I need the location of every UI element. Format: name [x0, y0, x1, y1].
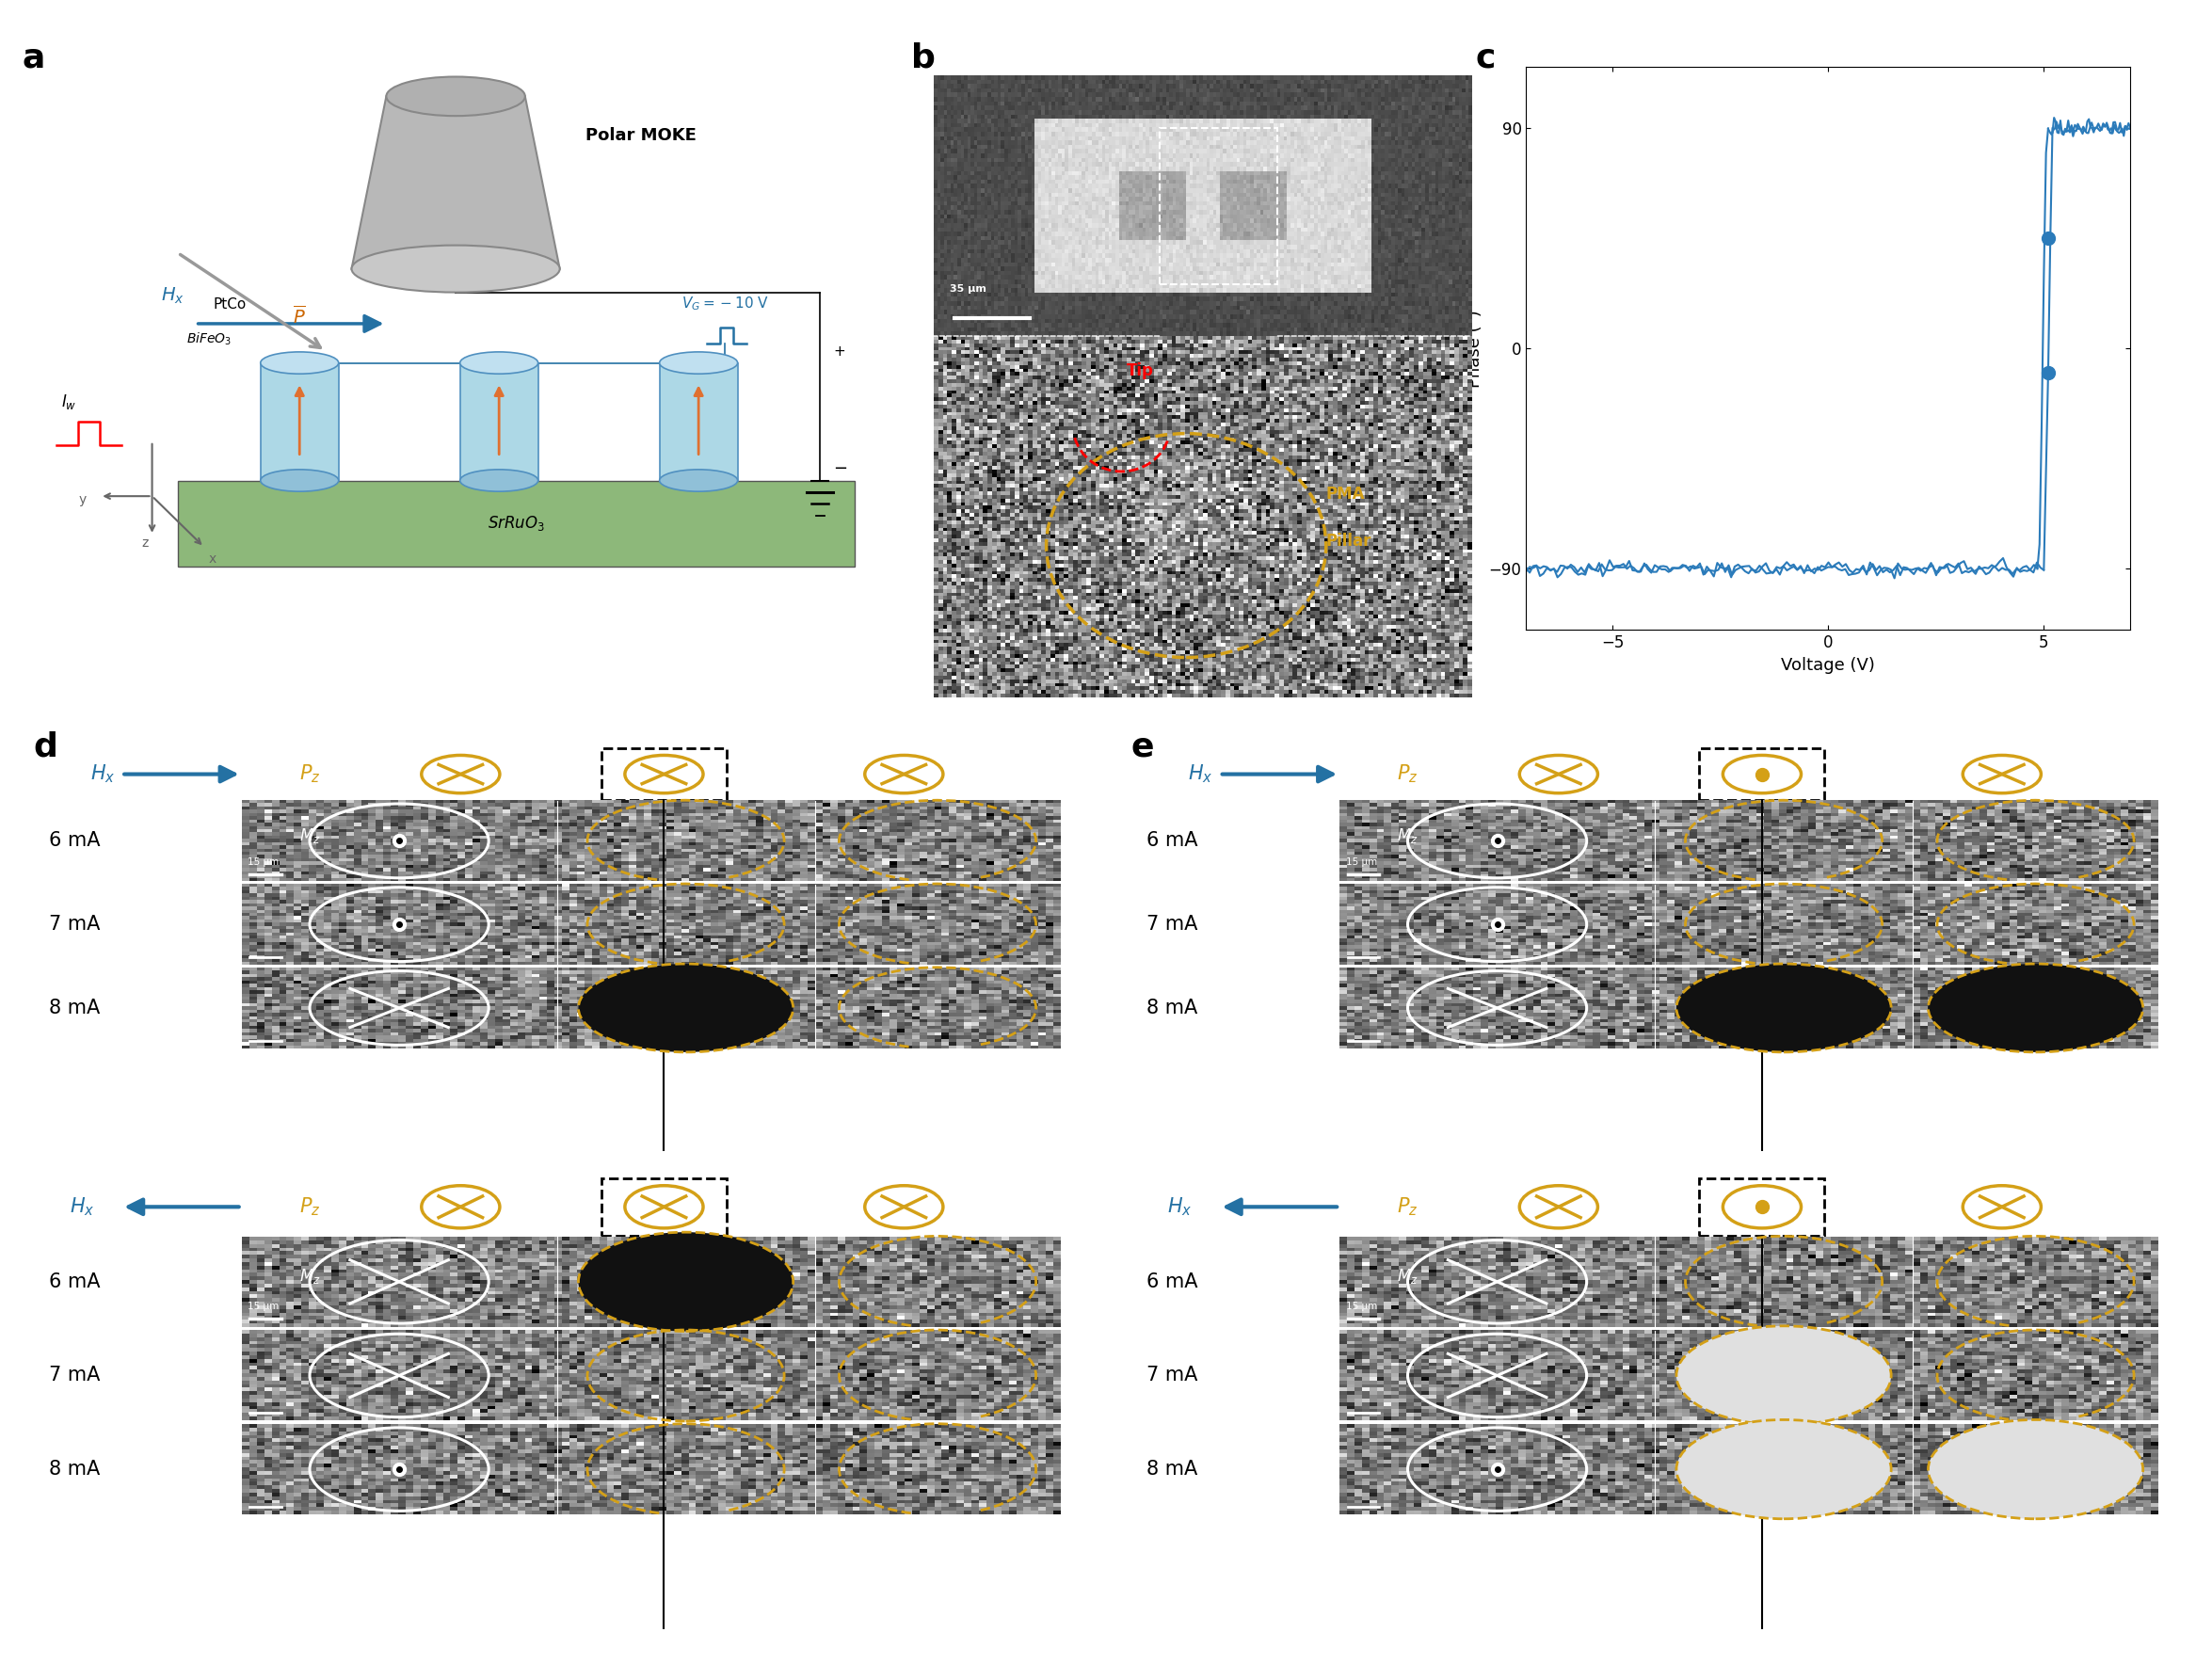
Text: $P_z$: $P_z$ [1397, 763, 1419, 785]
Text: $SrRuO_3$: $SrRuO_3$ [488, 514, 545, 533]
Text: $\overline{P}$: $\overline{P}$ [292, 304, 305, 328]
Ellipse shape [261, 351, 338, 375]
Point [2031, 360, 2066, 386]
Ellipse shape [1928, 964, 2143, 1052]
Text: $H_x$: $H_x$ [1168, 1196, 1192, 1218]
Text: 7 mA: 7 mA [48, 1366, 99, 1384]
Text: 15 μm: 15 μm [248, 858, 279, 867]
Text: d: d [33, 731, 57, 763]
Text: $H_x$: $H_x$ [160, 286, 184, 306]
Text: $BiFeO_3$: $BiFeO_3$ [187, 331, 233, 348]
Text: 8 mA: 8 mA [1146, 998, 1197, 1018]
Text: $I_w$: $I_w$ [61, 393, 77, 412]
Text: $P_z$: $P_z$ [1397, 1196, 1419, 1218]
Text: 6 mA: 6 mA [48, 1272, 99, 1292]
Text: $M_z$: $M_z$ [1397, 1267, 1419, 1285]
Text: $M_z$: $M_z$ [299, 1267, 321, 1285]
Text: x: x [209, 553, 215, 566]
Text: 7 mA: 7 mA [1146, 1366, 1197, 1384]
Ellipse shape [1676, 1326, 1891, 1425]
Ellipse shape [659, 351, 738, 375]
Ellipse shape [1928, 1420, 2143, 1519]
Ellipse shape [578, 964, 793, 1052]
Text: e: e [1131, 731, 1155, 763]
Text: $H_x$: $H_x$ [90, 763, 114, 785]
Text: Tip: Tip [1127, 363, 1155, 380]
Y-axis label: Phase (°): Phase (°) [1467, 309, 1484, 388]
Text: $P_z$: $P_z$ [299, 763, 321, 785]
Polygon shape [261, 363, 338, 480]
Text: +: + [832, 344, 845, 358]
Text: $H_x$: $H_x$ [1188, 763, 1212, 785]
Polygon shape [459, 363, 538, 480]
Text: 15 μm: 15 μm [1346, 858, 1377, 867]
Text: 8 mA: 8 mA [48, 1460, 99, 1478]
Text: 7 mA: 7 mA [48, 916, 99, 934]
Text: 8 mA: 8 mA [48, 998, 99, 1018]
Text: y: y [79, 494, 86, 507]
Ellipse shape [578, 1231, 793, 1331]
Ellipse shape [351, 245, 560, 292]
Ellipse shape [386, 77, 525, 116]
Text: $H_x$: $H_x$ [70, 1196, 94, 1218]
Text: PtCo: PtCo [213, 297, 246, 311]
Text: b: b [911, 42, 935, 74]
Point [2031, 225, 2066, 252]
Text: 7 mA: 7 mA [1146, 916, 1197, 934]
Text: −: − [832, 460, 848, 477]
Ellipse shape [459, 351, 538, 375]
Text: 6 mA: 6 mA [1146, 1272, 1197, 1292]
Text: $M_z$: $M_z$ [1397, 827, 1419, 845]
Text: $P_z$: $P_z$ [299, 1196, 321, 1218]
Text: PMA: PMA [1326, 486, 1366, 502]
Text: 15 μm: 15 μm [1346, 1302, 1377, 1310]
Text: z: z [143, 538, 149, 549]
Ellipse shape [1676, 964, 1891, 1052]
Text: 35 μm: 35 μm [949, 284, 986, 294]
Text: 6 mA: 6 mA [48, 832, 99, 850]
Text: 8 mA: 8 mA [1146, 1460, 1197, 1478]
Text: $M_z$: $M_z$ [299, 827, 321, 845]
Text: a: a [22, 42, 44, 74]
Text: $V_G = -10$ V: $V_G = -10$ V [681, 296, 769, 312]
Text: Pillar: Pillar [1326, 533, 1372, 549]
Polygon shape [659, 363, 738, 480]
Text: c: c [1476, 42, 1495, 74]
Text: 15 μm: 15 μm [248, 1302, 279, 1310]
Polygon shape [178, 480, 854, 566]
Ellipse shape [1676, 1420, 1891, 1519]
Ellipse shape [659, 469, 738, 492]
Ellipse shape [459, 469, 538, 492]
Text: Polar MOKE: Polar MOKE [586, 128, 696, 144]
Ellipse shape [261, 469, 338, 492]
X-axis label: Voltage (V): Voltage (V) [1781, 657, 1875, 674]
Polygon shape [351, 96, 560, 269]
Text: 6 mA: 6 mA [1146, 832, 1197, 850]
